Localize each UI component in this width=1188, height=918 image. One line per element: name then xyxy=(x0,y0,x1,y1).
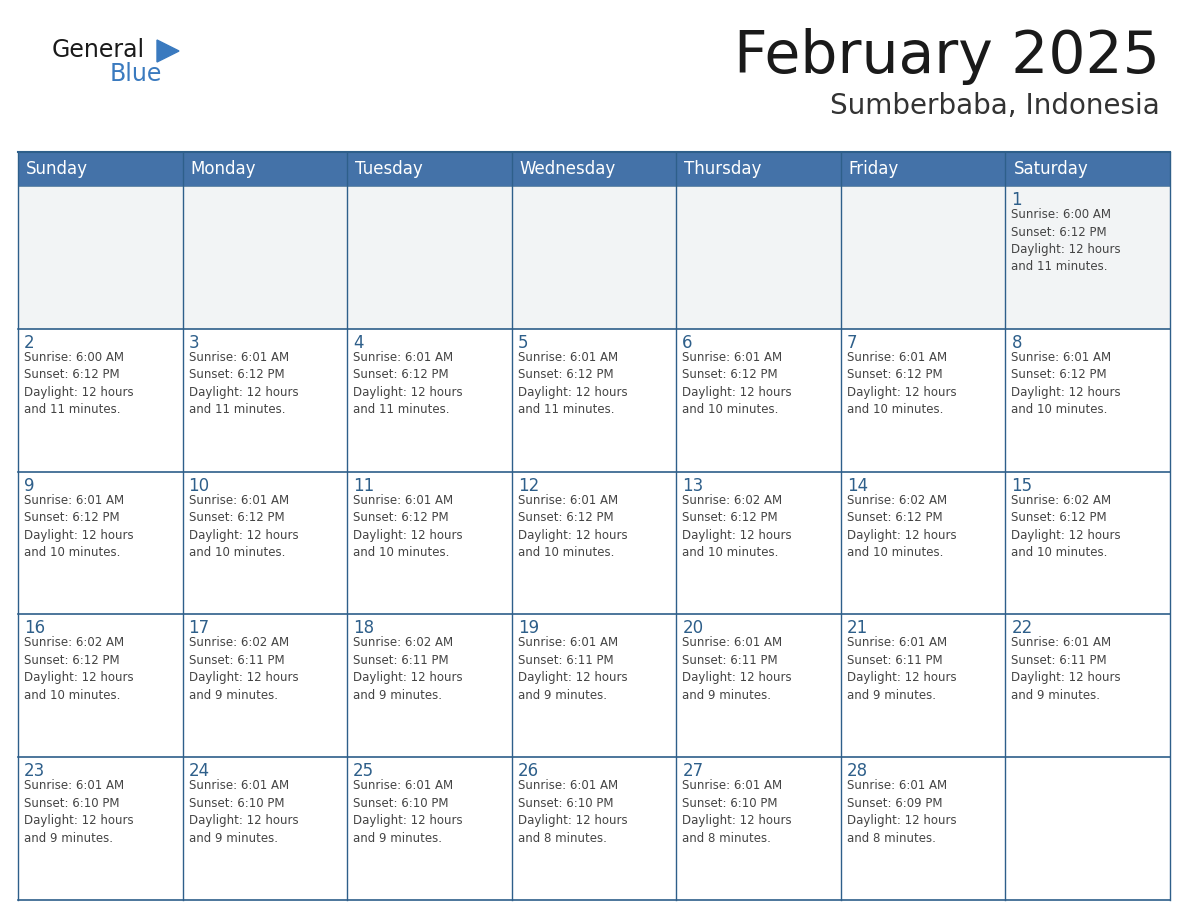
Text: 19: 19 xyxy=(518,620,539,637)
Text: Sunrise: 6:01 AM
Sunset: 6:12 PM
Daylight: 12 hours
and 10 minutes.: Sunrise: 6:01 AM Sunset: 6:12 PM Dayligh… xyxy=(353,494,463,559)
Text: 17: 17 xyxy=(189,620,210,637)
Text: Thursday: Thursday xyxy=(684,160,762,178)
Text: Sunrise: 6:02 AM
Sunset: 6:12 PM
Daylight: 12 hours
and 10 minutes.: Sunrise: 6:02 AM Sunset: 6:12 PM Dayligh… xyxy=(24,636,133,702)
Text: Saturday: Saturday xyxy=(1013,160,1088,178)
Text: 8: 8 xyxy=(1011,334,1022,352)
Text: Sunrise: 6:02 AM
Sunset: 6:12 PM
Daylight: 12 hours
and 10 minutes.: Sunrise: 6:02 AM Sunset: 6:12 PM Dayligh… xyxy=(1011,494,1121,559)
Text: Sunrise: 6:01 AM
Sunset: 6:09 PM
Daylight: 12 hours
and 8 minutes.: Sunrise: 6:01 AM Sunset: 6:09 PM Dayligh… xyxy=(847,779,956,845)
Text: Sunrise: 6:02 AM
Sunset: 6:11 PM
Daylight: 12 hours
and 9 minutes.: Sunrise: 6:02 AM Sunset: 6:11 PM Dayligh… xyxy=(353,636,463,702)
Text: Sunrise: 6:01 AM
Sunset: 6:11 PM
Daylight: 12 hours
and 9 minutes.: Sunrise: 6:01 AM Sunset: 6:11 PM Dayligh… xyxy=(847,636,956,702)
Text: Tuesday: Tuesday xyxy=(355,160,423,178)
Text: 12: 12 xyxy=(518,476,539,495)
Text: 5: 5 xyxy=(518,334,529,352)
Text: Sunrise: 6:01 AM
Sunset: 6:12 PM
Daylight: 12 hours
and 11 minutes.: Sunrise: 6:01 AM Sunset: 6:12 PM Dayligh… xyxy=(189,351,298,416)
Text: 25: 25 xyxy=(353,762,374,780)
Text: 4: 4 xyxy=(353,334,364,352)
Text: 24: 24 xyxy=(189,762,210,780)
Text: February 2025: February 2025 xyxy=(734,28,1159,85)
Text: Sunrise: 6:01 AM
Sunset: 6:12 PM
Daylight: 12 hours
and 10 minutes.: Sunrise: 6:01 AM Sunset: 6:12 PM Dayligh… xyxy=(189,494,298,559)
Bar xyxy=(18,186,1170,329)
Bar xyxy=(18,329,1170,472)
Text: Sunrise: 6:00 AM
Sunset: 6:12 PM
Daylight: 12 hours
and 11 minutes.: Sunrise: 6:00 AM Sunset: 6:12 PM Dayligh… xyxy=(24,351,133,416)
Text: Sunrise: 6:01 AM
Sunset: 6:11 PM
Daylight: 12 hours
and 9 minutes.: Sunrise: 6:01 AM Sunset: 6:11 PM Dayligh… xyxy=(682,636,792,702)
Text: 23: 23 xyxy=(24,762,45,780)
Text: Blue: Blue xyxy=(110,62,163,86)
Text: 13: 13 xyxy=(682,476,703,495)
Text: Sunrise: 6:01 AM
Sunset: 6:12 PM
Daylight: 12 hours
and 10 minutes.: Sunrise: 6:01 AM Sunset: 6:12 PM Dayligh… xyxy=(518,494,627,559)
Text: Sunrise: 6:01 AM
Sunset: 6:12 PM
Daylight: 12 hours
and 10 minutes.: Sunrise: 6:01 AM Sunset: 6:12 PM Dayligh… xyxy=(24,494,133,559)
Text: 14: 14 xyxy=(847,476,868,495)
Text: Friday: Friday xyxy=(849,160,899,178)
Bar xyxy=(18,614,1170,757)
Text: Sumberbaba, Indonesia: Sumberbaba, Indonesia xyxy=(830,92,1159,120)
Bar xyxy=(18,152,1170,186)
Text: 21: 21 xyxy=(847,620,868,637)
Text: 15: 15 xyxy=(1011,476,1032,495)
Text: Wednesday: Wednesday xyxy=(519,160,615,178)
Text: 22: 22 xyxy=(1011,620,1032,637)
Text: Sunday: Sunday xyxy=(26,160,88,178)
Text: 11: 11 xyxy=(353,476,374,495)
Text: Sunrise: 6:01 AM
Sunset: 6:11 PM
Daylight: 12 hours
and 9 minutes.: Sunrise: 6:01 AM Sunset: 6:11 PM Dayligh… xyxy=(518,636,627,702)
Text: 27: 27 xyxy=(682,762,703,780)
Text: 3: 3 xyxy=(189,334,200,352)
Text: Sunrise: 6:00 AM
Sunset: 6:12 PM
Daylight: 12 hours
and 11 minutes.: Sunrise: 6:00 AM Sunset: 6:12 PM Dayligh… xyxy=(1011,208,1121,274)
Text: 26: 26 xyxy=(518,762,539,780)
Text: Sunrise: 6:01 AM
Sunset: 6:11 PM
Daylight: 12 hours
and 9 minutes.: Sunrise: 6:01 AM Sunset: 6:11 PM Dayligh… xyxy=(1011,636,1121,702)
Text: 7: 7 xyxy=(847,334,858,352)
Text: 28: 28 xyxy=(847,762,868,780)
Text: Sunrise: 6:01 AM
Sunset: 6:10 PM
Daylight: 12 hours
and 9 minutes.: Sunrise: 6:01 AM Sunset: 6:10 PM Dayligh… xyxy=(189,779,298,845)
Text: 2: 2 xyxy=(24,334,34,352)
Bar xyxy=(18,757,1170,900)
Text: Sunrise: 6:02 AM
Sunset: 6:12 PM
Daylight: 12 hours
and 10 minutes.: Sunrise: 6:02 AM Sunset: 6:12 PM Dayligh… xyxy=(682,494,792,559)
Text: Sunrise: 6:01 AM
Sunset: 6:10 PM
Daylight: 12 hours
and 8 minutes.: Sunrise: 6:01 AM Sunset: 6:10 PM Dayligh… xyxy=(682,779,792,845)
Text: 6: 6 xyxy=(682,334,693,352)
Text: Sunrise: 6:01 AM
Sunset: 6:12 PM
Daylight: 12 hours
and 11 minutes.: Sunrise: 6:01 AM Sunset: 6:12 PM Dayligh… xyxy=(518,351,627,416)
Text: Monday: Monday xyxy=(190,160,257,178)
Text: 18: 18 xyxy=(353,620,374,637)
Text: Sunrise: 6:01 AM
Sunset: 6:12 PM
Daylight: 12 hours
and 10 minutes.: Sunrise: 6:01 AM Sunset: 6:12 PM Dayligh… xyxy=(1011,351,1121,416)
Text: 1: 1 xyxy=(1011,191,1022,209)
Text: Sunrise: 6:01 AM
Sunset: 6:10 PM
Daylight: 12 hours
and 8 minutes.: Sunrise: 6:01 AM Sunset: 6:10 PM Dayligh… xyxy=(518,779,627,845)
Text: 20: 20 xyxy=(682,620,703,637)
Text: 10: 10 xyxy=(189,476,210,495)
Text: Sunrise: 6:01 AM
Sunset: 6:12 PM
Daylight: 12 hours
and 10 minutes.: Sunrise: 6:01 AM Sunset: 6:12 PM Dayligh… xyxy=(682,351,792,416)
Text: 9: 9 xyxy=(24,476,34,495)
Bar xyxy=(18,472,1170,614)
Text: 16: 16 xyxy=(24,620,45,637)
Polygon shape xyxy=(157,40,179,62)
Text: Sunrise: 6:01 AM
Sunset: 6:10 PM
Daylight: 12 hours
and 9 minutes.: Sunrise: 6:01 AM Sunset: 6:10 PM Dayligh… xyxy=(24,779,133,845)
Text: Sunrise: 6:01 AM
Sunset: 6:12 PM
Daylight: 12 hours
and 10 minutes.: Sunrise: 6:01 AM Sunset: 6:12 PM Dayligh… xyxy=(847,351,956,416)
Text: Sunrise: 6:01 AM
Sunset: 6:12 PM
Daylight: 12 hours
and 11 minutes.: Sunrise: 6:01 AM Sunset: 6:12 PM Dayligh… xyxy=(353,351,463,416)
Text: Sunrise: 6:02 AM
Sunset: 6:11 PM
Daylight: 12 hours
and 9 minutes.: Sunrise: 6:02 AM Sunset: 6:11 PM Dayligh… xyxy=(189,636,298,702)
Text: Sunrise: 6:02 AM
Sunset: 6:12 PM
Daylight: 12 hours
and 10 minutes.: Sunrise: 6:02 AM Sunset: 6:12 PM Dayligh… xyxy=(847,494,956,559)
Text: General: General xyxy=(52,38,145,62)
Text: Sunrise: 6:01 AM
Sunset: 6:10 PM
Daylight: 12 hours
and 9 minutes.: Sunrise: 6:01 AM Sunset: 6:10 PM Dayligh… xyxy=(353,779,463,845)
